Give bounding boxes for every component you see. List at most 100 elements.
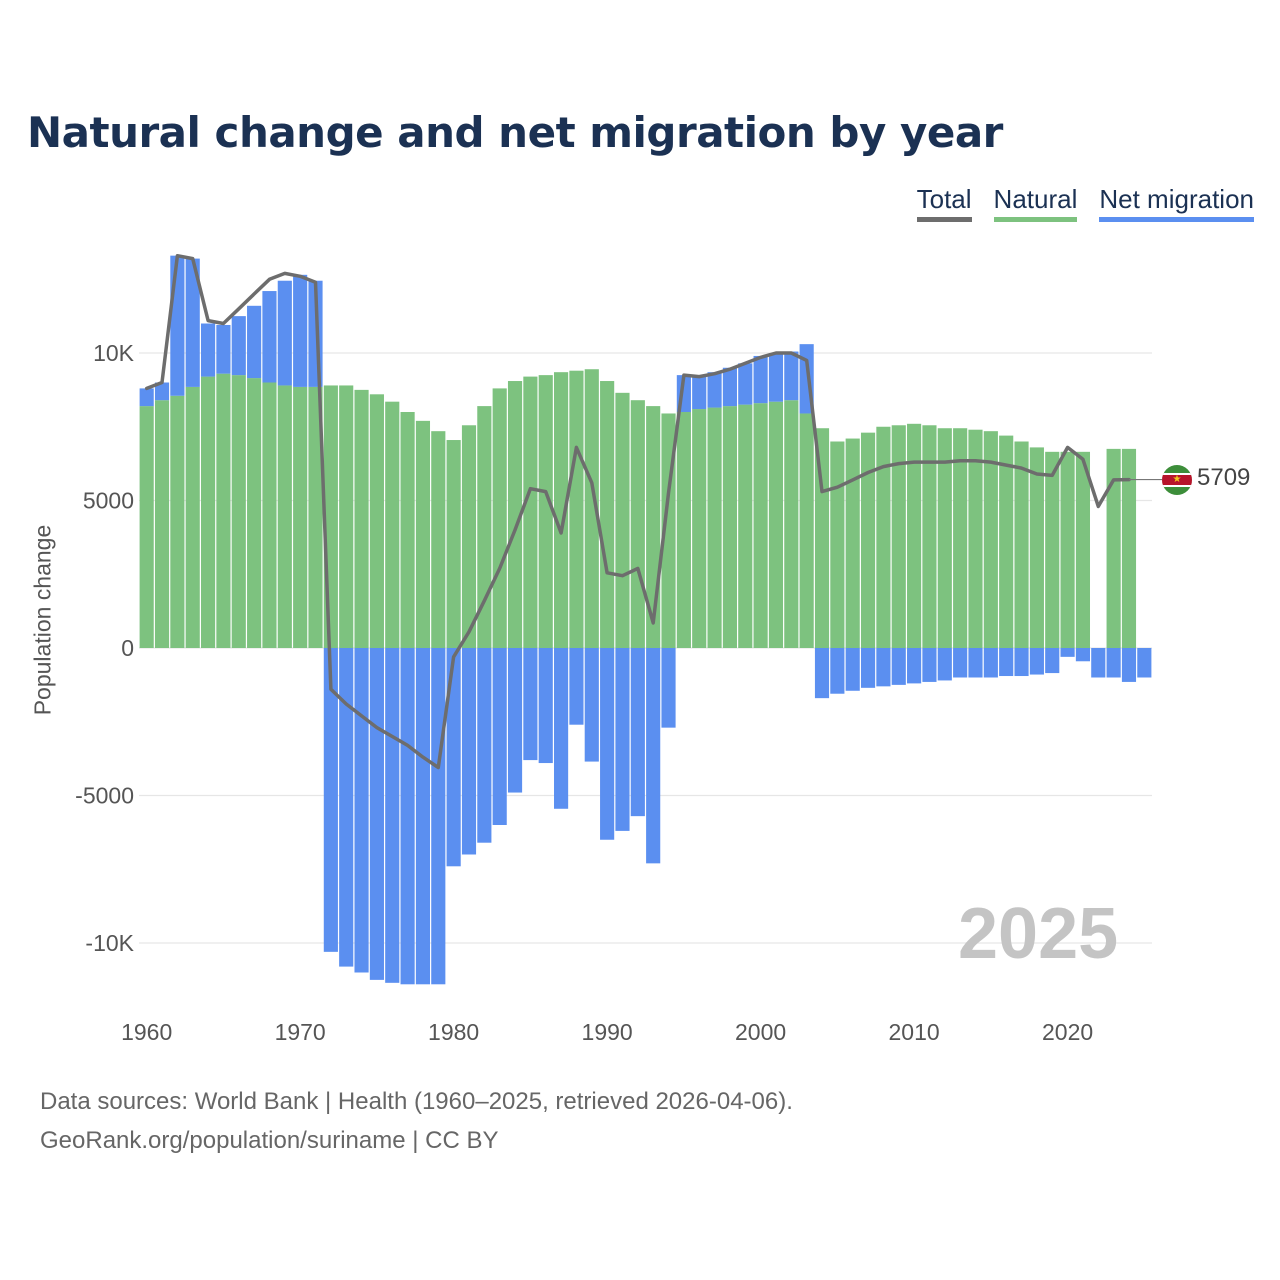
natural-bar (369, 394, 384, 648)
natural-bar (231, 375, 246, 648)
migration-bar (400, 648, 415, 985)
migration-bar (814, 648, 830, 699)
migration-bar (876, 648, 891, 687)
migration-bar (461, 648, 477, 855)
natural-bar (784, 400, 799, 648)
natural-bar (1121, 448, 1137, 648)
legend: Total Natural Net migration (916, 184, 1254, 222)
natural-bar (676, 412, 691, 648)
migration-bar (768, 353, 784, 402)
migration-bar (1106, 648, 1121, 678)
natural-bar (1075, 451, 1091, 648)
migration-bar (646, 648, 661, 864)
migration-bar (262, 291, 277, 383)
migration-bar (983, 648, 998, 678)
natural-bar (293, 386, 308, 648)
grid-lines (139, 352, 1152, 944)
natural-bar (814, 428, 830, 648)
migration-bar (907, 648, 922, 684)
natural-bar (185, 386, 200, 648)
migration-bar (523, 648, 538, 761)
natural-bar (845, 438, 860, 648)
natural-bar (1029, 447, 1044, 648)
migration-bar (185, 258, 200, 387)
natural-bar (768, 401, 784, 648)
natural-bars (139, 369, 1137, 648)
migration-bar (630, 648, 645, 817)
natural-bar (492, 388, 507, 648)
y-tick-label: -5000 (75, 783, 134, 809)
migration-bar (415, 648, 431, 985)
y-tick-label: 10K (93, 340, 135, 366)
migration-bar (584, 648, 599, 762)
x-tick-label: 1970 (275, 1019, 326, 1045)
natural-bar (385, 401, 400, 648)
migration-bar (154, 382, 170, 401)
natural-bar (707, 407, 722, 648)
natural-bar (477, 406, 492, 648)
natural-bar (600, 381, 615, 648)
y-tick-label: -10K (85, 930, 134, 956)
migration-bar (722, 367, 737, 407)
natural-bar (1014, 441, 1029, 648)
migration-bar (891, 648, 906, 685)
x-tick-label: 1980 (428, 1019, 479, 1045)
x-tick-label: 2020 (1042, 1019, 1093, 1045)
natural-bar (891, 425, 906, 648)
y-tick-label: 0 (121, 635, 134, 661)
migration-bar (231, 316, 246, 376)
natural-bar (738, 404, 753, 648)
legend-item-net-migration[interactable]: Net migration (1099, 184, 1254, 222)
natural-bar (569, 370, 584, 648)
natural-bar (799, 413, 814, 648)
x-tick-label: 2000 (735, 1019, 786, 1045)
natural-bar (262, 382, 277, 648)
migration-bar (538, 648, 553, 764)
migration-bar (507, 648, 523, 793)
natural-bar (907, 423, 922, 648)
natural-bar (461, 425, 477, 648)
migration-bar (369, 648, 384, 980)
natural-bar (830, 441, 845, 648)
migration-bar (830, 648, 845, 694)
migration-bar (446, 648, 461, 867)
natural-bar (308, 386, 323, 648)
natural-bar (922, 425, 937, 648)
natural-bar (415, 420, 431, 648)
migration-bar (1060, 648, 1075, 657)
natural-bar (523, 376, 538, 648)
natural-bar (446, 440, 461, 648)
natural-bar (584, 369, 599, 648)
legend-item-natural[interactable]: Natural (993, 184, 1078, 222)
natural-bar (339, 385, 354, 648)
natural-bar (953, 428, 968, 648)
migration-bar (1045, 648, 1060, 674)
y-axis-label: Population change (29, 524, 56, 716)
migration-bar (216, 324, 231, 374)
year-watermark: 2025 (958, 894, 1119, 974)
x-tick-label: 1990 (582, 1019, 633, 1045)
natural-bar (615, 392, 630, 648)
end-value-label: 5709 (1197, 463, 1251, 491)
total-line (144, 253, 1131, 770)
migration-bar (492, 648, 507, 825)
migration-bar (937, 648, 952, 681)
natural-bar (354, 389, 369, 648)
migration-bar (1075, 648, 1091, 662)
natural-bar (860, 432, 876, 648)
migration-bar (600, 648, 615, 840)
migration-bar (431, 648, 446, 985)
migration-bar (247, 305, 262, 379)
credit-text: GeoRank.org/population/suriname | CC BY (40, 1127, 499, 1154)
natural-bar (431, 431, 446, 648)
migration-bar (354, 648, 369, 973)
legend-item-total[interactable]: Total (916, 184, 972, 222)
migration-bar (200, 323, 216, 377)
migration-bar (339, 648, 354, 967)
migration-bar (953, 648, 968, 678)
natural-bar (400, 412, 415, 648)
migration-bars (139, 255, 1152, 985)
y-tick-label: 5000 (83, 488, 134, 514)
migration-bar (922, 648, 937, 682)
